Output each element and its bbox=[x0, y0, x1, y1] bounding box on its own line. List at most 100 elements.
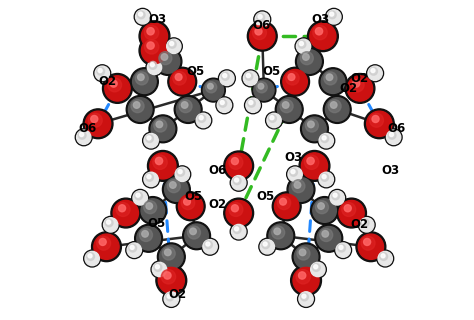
Circle shape bbox=[235, 178, 238, 182]
Circle shape bbox=[170, 42, 173, 45]
Circle shape bbox=[318, 203, 324, 209]
Text: O2: O2 bbox=[351, 72, 369, 85]
Circle shape bbox=[97, 236, 110, 250]
Circle shape bbox=[295, 38, 312, 55]
Circle shape bbox=[326, 74, 333, 81]
Circle shape bbox=[188, 226, 201, 239]
Circle shape bbox=[139, 35, 170, 66]
Circle shape bbox=[324, 72, 337, 85]
Circle shape bbox=[107, 220, 110, 224]
Circle shape bbox=[118, 205, 126, 212]
Circle shape bbox=[310, 262, 325, 276]
Circle shape bbox=[94, 234, 119, 260]
Circle shape bbox=[88, 113, 102, 127]
Circle shape bbox=[330, 12, 334, 16]
Circle shape bbox=[196, 113, 210, 128]
Circle shape bbox=[312, 264, 320, 271]
Circle shape bbox=[293, 268, 319, 293]
Circle shape bbox=[318, 171, 335, 188]
Circle shape bbox=[339, 245, 343, 249]
Circle shape bbox=[139, 228, 153, 242]
Circle shape bbox=[296, 39, 310, 53]
Circle shape bbox=[299, 292, 313, 306]
Circle shape bbox=[77, 130, 91, 144]
Circle shape bbox=[135, 224, 163, 252]
Circle shape bbox=[305, 119, 319, 132]
Circle shape bbox=[310, 23, 336, 49]
Circle shape bbox=[182, 102, 188, 108]
Circle shape bbox=[133, 191, 147, 205]
Circle shape bbox=[136, 10, 150, 24]
Circle shape bbox=[144, 133, 158, 148]
Circle shape bbox=[280, 198, 286, 205]
Circle shape bbox=[163, 291, 180, 308]
Circle shape bbox=[296, 269, 310, 284]
Circle shape bbox=[267, 222, 295, 250]
Circle shape bbox=[371, 68, 375, 73]
Circle shape bbox=[203, 240, 217, 254]
Circle shape bbox=[152, 262, 167, 276]
Circle shape bbox=[182, 222, 210, 250]
Circle shape bbox=[162, 247, 175, 260]
Circle shape bbox=[226, 153, 251, 179]
Circle shape bbox=[217, 98, 231, 112]
Circle shape bbox=[325, 8, 342, 25]
Circle shape bbox=[113, 200, 138, 226]
Circle shape bbox=[146, 135, 154, 143]
Circle shape bbox=[231, 157, 238, 164]
Circle shape bbox=[243, 71, 258, 85]
Circle shape bbox=[308, 21, 338, 52]
Circle shape bbox=[176, 192, 205, 221]
Circle shape bbox=[287, 176, 315, 204]
Circle shape bbox=[88, 254, 92, 258]
Circle shape bbox=[307, 157, 314, 164]
Text: O6: O6 bbox=[209, 164, 227, 178]
Circle shape bbox=[254, 11, 271, 28]
Circle shape bbox=[303, 117, 326, 140]
Circle shape bbox=[164, 272, 171, 279]
Circle shape bbox=[223, 74, 227, 77]
Text: O2: O2 bbox=[209, 198, 227, 211]
Circle shape bbox=[247, 21, 277, 51]
Circle shape bbox=[126, 242, 143, 259]
Circle shape bbox=[367, 65, 383, 82]
Circle shape bbox=[298, 50, 321, 73]
Circle shape bbox=[358, 234, 383, 260]
Circle shape bbox=[133, 70, 156, 93]
Circle shape bbox=[319, 228, 333, 242]
Circle shape bbox=[167, 180, 180, 193]
Circle shape bbox=[321, 173, 328, 181]
Circle shape bbox=[131, 100, 144, 113]
Circle shape bbox=[258, 15, 262, 19]
Circle shape bbox=[280, 100, 293, 113]
Text: O6: O6 bbox=[387, 122, 405, 135]
Circle shape bbox=[298, 40, 306, 48]
Circle shape bbox=[294, 245, 318, 268]
Circle shape bbox=[288, 167, 302, 181]
Circle shape bbox=[139, 21, 170, 52]
Circle shape bbox=[332, 192, 339, 200]
Circle shape bbox=[170, 182, 176, 188]
Circle shape bbox=[198, 115, 206, 122]
Circle shape bbox=[149, 61, 157, 69]
Circle shape bbox=[245, 72, 253, 80]
Circle shape bbox=[230, 174, 247, 191]
Circle shape bbox=[322, 230, 328, 237]
Circle shape bbox=[322, 175, 326, 179]
Circle shape bbox=[299, 272, 306, 279]
Circle shape bbox=[139, 196, 167, 224]
Circle shape bbox=[386, 130, 401, 144]
Circle shape bbox=[274, 228, 281, 235]
Circle shape bbox=[308, 121, 314, 128]
Circle shape bbox=[330, 191, 345, 205]
Circle shape bbox=[291, 170, 295, 173]
Circle shape bbox=[203, 80, 224, 100]
Circle shape bbox=[135, 192, 143, 200]
Circle shape bbox=[164, 249, 171, 256]
Circle shape bbox=[95, 66, 109, 80]
Circle shape bbox=[156, 50, 180, 73]
Text: O5: O5 bbox=[186, 65, 205, 78]
Circle shape bbox=[255, 28, 262, 35]
Circle shape bbox=[342, 203, 356, 216]
Circle shape bbox=[158, 268, 184, 293]
